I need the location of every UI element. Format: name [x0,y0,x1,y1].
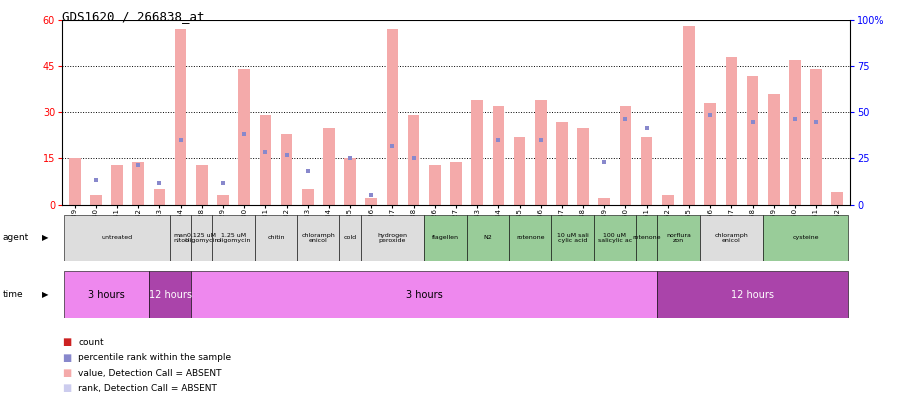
Bar [763,215,847,261]
Bar [551,215,593,261]
Text: ■: ■ [62,337,71,347]
Bar [196,164,208,205]
Bar [212,215,254,261]
Bar [699,215,763,261]
Bar [64,271,148,318]
Bar [471,100,483,205]
Bar [831,192,842,205]
Text: rotenone: rotenone [516,235,544,241]
Bar [365,198,376,205]
Text: 12 hours: 12 hours [731,290,773,300]
Text: cold: cold [343,235,356,241]
Bar [577,128,589,205]
Bar [175,30,186,205]
Bar [64,215,169,261]
Bar [682,26,694,205]
Bar [260,115,271,205]
Bar [297,215,339,261]
Text: 3 hours: 3 hours [405,290,442,300]
Bar [513,137,525,205]
Bar [191,215,212,261]
Bar [466,215,508,261]
Text: N2: N2 [483,235,492,241]
Text: GDS1620 / 266838_at: GDS1620 / 266838_at [62,10,204,23]
Bar [619,106,630,205]
Text: 1.25 uM
oligomycin: 1.25 uM oligomycin [216,232,251,243]
Text: chloramph
enicol: chloramph enicol [713,232,747,243]
Bar [302,189,313,205]
Bar [281,134,292,205]
Bar [428,164,440,205]
Text: 12 hours: 12 hours [148,290,191,300]
Bar [746,76,758,205]
Bar [450,162,461,205]
Bar [69,158,80,205]
Text: chloramph
enicol: chloramph enicol [302,232,335,243]
Bar [339,215,360,261]
Bar [535,100,546,205]
Bar [191,271,657,318]
Bar [254,215,297,261]
Bar [508,215,551,261]
Bar [703,103,715,205]
Text: ■: ■ [62,368,71,378]
Text: rank, Detection Call = ABSENT: rank, Detection Call = ABSENT [78,384,217,393]
Bar [657,271,847,318]
Bar [725,57,736,205]
Bar [809,69,821,205]
Text: count: count [78,338,104,347]
Bar [90,195,102,205]
Bar [635,215,657,261]
Text: 10 uM sali
cylic acid: 10 uM sali cylic acid [556,232,588,243]
Bar [598,198,609,205]
Text: time: time [3,290,24,299]
Text: flagellen: flagellen [432,235,458,241]
Bar [788,60,800,205]
Bar [148,271,191,318]
Text: 0.125 uM
oligomycin: 0.125 uM oligomycin [184,232,219,243]
Bar [492,106,504,205]
Text: ■: ■ [62,384,71,393]
Bar [424,215,466,261]
Bar [386,30,398,205]
Text: ▶: ▶ [42,233,48,243]
Text: agent: agent [3,233,29,243]
Bar [657,215,699,261]
Text: ■: ■ [62,353,71,362]
Text: rotenone: rotenone [631,235,660,241]
Text: untreated: untreated [101,235,132,241]
Bar [767,94,779,205]
Bar [153,189,165,205]
Bar [593,215,635,261]
Bar [169,215,191,261]
Bar [556,122,568,205]
Bar [111,164,123,205]
Bar [322,128,334,205]
Text: ▶: ▶ [42,290,48,299]
Bar [132,162,144,205]
Bar [217,195,229,205]
Bar [238,69,250,205]
Bar [661,195,673,205]
Bar [343,158,355,205]
Text: value, Detection Call = ABSENT: value, Detection Call = ABSENT [78,369,221,377]
Text: 3 hours: 3 hours [88,290,125,300]
Text: cysteine: cysteine [792,235,818,241]
Text: chitin: chitin [267,235,284,241]
Text: hydrogen
peroxide: hydrogen peroxide [377,232,407,243]
Bar [407,115,419,205]
Bar [360,215,424,261]
Bar [640,137,651,205]
Text: percentile rank within the sample: percentile rank within the sample [78,353,231,362]
Text: 100 uM
salicylic ac: 100 uM salicylic ac [597,232,631,243]
Text: man
nitol: man nitol [173,232,188,243]
Text: norflura
zon: norflura zon [665,232,691,243]
